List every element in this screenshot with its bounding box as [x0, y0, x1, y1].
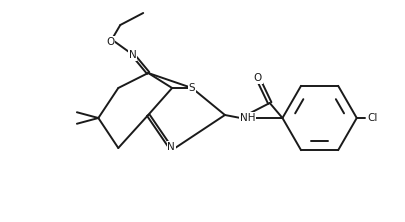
Text: N: N: [167, 142, 175, 152]
Text: Cl: Cl: [367, 113, 377, 123]
Text: N: N: [128, 50, 136, 60]
Text: S: S: [189, 83, 195, 93]
Text: NH: NH: [240, 113, 256, 123]
Text: O: O: [254, 73, 262, 83]
Text: O: O: [106, 37, 115, 47]
